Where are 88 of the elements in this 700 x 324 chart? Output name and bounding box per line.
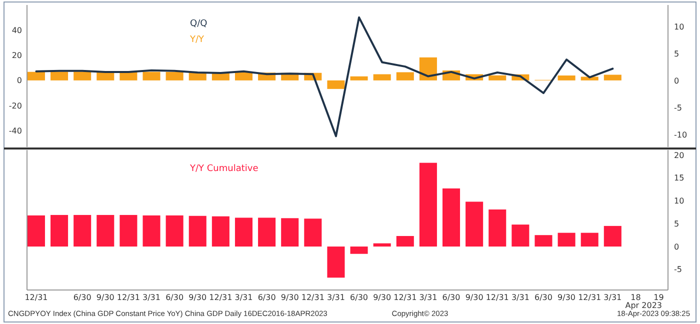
x-tick-label: 3/31: [142, 293, 160, 302]
bar: [350, 76, 368, 80]
x-tick-label: 3/31: [326, 293, 345, 302]
bar: [234, 72, 253, 80]
x-tick-label: 9/30: [188, 293, 207, 302]
bar: [373, 74, 391, 80]
x-tick-label: 9/30: [373, 293, 392, 302]
bar: [466, 202, 484, 247]
bar: [188, 216, 206, 247]
y2-tick-label: 10: [674, 196, 684, 206]
bar: [558, 75, 576, 80]
x-tick-label: 3/31: [234, 293, 253, 302]
y2-tick-label: 15: [674, 174, 684, 183]
x-tick-label: 12/31: [209, 293, 232, 302]
y2-tick-label: 0: [674, 242, 680, 252]
x-tick-label: 6/30: [73, 293, 92, 302]
bar: [419, 57, 437, 80]
bar: [212, 216, 230, 247]
bar: [234, 218, 253, 247]
bar: [281, 218, 299, 247]
bar: [27, 72, 45, 80]
bar: [50, 72, 68, 80]
x-tick-label: 12/31: [578, 293, 602, 302]
bar: [604, 74, 622, 80]
y2-tick-label: -5: [674, 265, 682, 274]
bar: [419, 162, 437, 247]
y-tick-label: -40: [8, 126, 22, 136]
y-tick-label: -20: [8, 101, 22, 110]
y-tick-label: 20: [12, 51, 22, 60]
bar: [142, 215, 160, 247]
bar: [396, 236, 414, 247]
bar: [350, 246, 368, 254]
x-tick-label: 6/30: [442, 293, 460, 302]
y-tick-label: 0: [16, 76, 22, 86]
bar: [396, 72, 414, 80]
bar: [96, 214, 114, 247]
x-tick-label: 9/30: [280, 293, 299, 302]
y-tick-label: 40: [12, 26, 22, 35]
bar: [258, 218, 276, 247]
x-axis-title: Apr 2023: [625, 301, 662, 310]
x-tick-label: 3/31: [604, 293, 622, 302]
bar: [488, 75, 506, 80]
x-tick-label: 9/30: [558, 293, 576, 302]
line-series: [35, 16, 614, 138]
bar: [27, 215, 45, 247]
text: Y/Y Cumulative: [189, 164, 259, 174]
y2-tick-label: 5: [674, 219, 680, 228]
y2-tick-label: 0: [674, 76, 680, 86]
bar: [74, 214, 92, 247]
x-tick-label: 6/30: [258, 293, 276, 302]
bar: [512, 224, 530, 247]
x-tick-label: 12/31: [301, 293, 324, 302]
x-tick-label: 12/31: [116, 293, 140, 302]
x-tick-label: 6/30: [350, 293, 368, 302]
x-tick-label: 3/31: [511, 293, 530, 302]
y2-tick-label: 20: [674, 150, 684, 160]
bar: [534, 235, 552, 247]
bar: [442, 188, 460, 247]
bar: [166, 72, 184, 80]
text: Y/Y: [189, 35, 205, 45]
x-tick-label: 12/31: [24, 293, 48, 302]
bar: [373, 243, 391, 247]
bar: [50, 214, 68, 247]
bar: [488, 209, 506, 247]
bar: [327, 80, 345, 89]
x-tick-label: 6/30: [534, 293, 552, 302]
x-tick-label: 6/30: [166, 293, 184, 302]
bar: [580, 232, 598, 247]
bar: [327, 246, 345, 278]
bar: [142, 72, 160, 80]
text: Q/Q: [190, 19, 208, 29]
y2-tick-label: 10: [674, 22, 684, 32]
x-tick-label: 19: [654, 293, 664, 302]
bar: [166, 215, 184, 247]
x-tick-label: 18: [630, 293, 641, 302]
y2-tick-label: 5: [674, 49, 680, 58]
x-tick-label: 9/30: [96, 293, 114, 302]
bar: [74, 72, 92, 80]
y2-tick-label: -10: [674, 130, 688, 140]
x-tick-label: 12/31: [394, 293, 417, 302]
x-tick-label: 9/30: [465, 293, 484, 302]
y2-tick-label: -5: [674, 103, 682, 112]
bar: [604, 226, 622, 247]
x-tick-label: 3/31: [419, 293, 438, 302]
x-tick-label: 12/31: [486, 293, 509, 302]
bar: [120, 214, 138, 247]
bar: [558, 232, 576, 247]
bar: [304, 218, 322, 247]
